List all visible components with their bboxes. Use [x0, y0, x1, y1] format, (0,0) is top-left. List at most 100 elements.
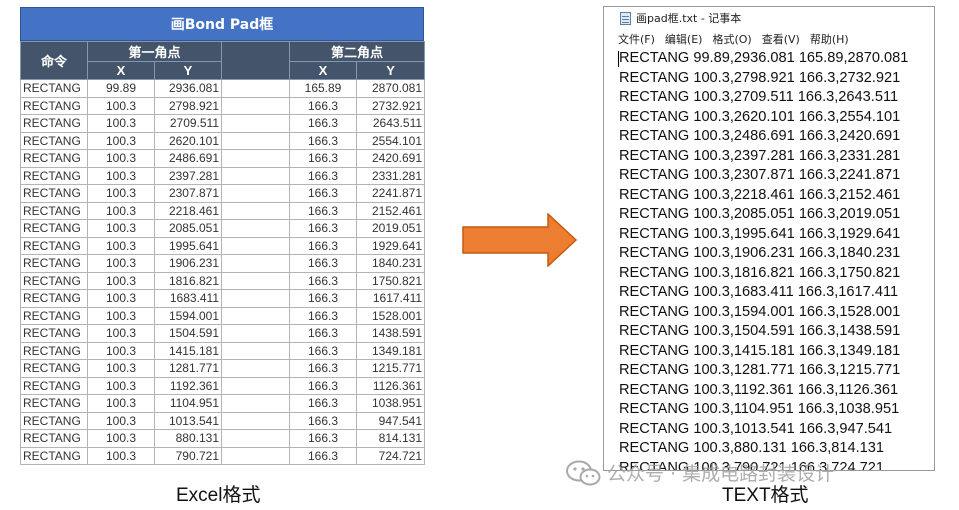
cell-command[interactable]: RECTANG [20, 166, 88, 185]
cell-y1[interactable]: 2397.281 [153, 166, 223, 185]
cell-y2[interactable]: 1438.591 [356, 324, 426, 343]
cell-spacer[interactable] [221, 376, 291, 395]
cell-x1[interactable]: 100.3 [87, 324, 155, 343]
cell-y1[interactable]: 2709.511 [153, 114, 223, 133]
cell-x1[interactable]: 100.3 [87, 114, 155, 133]
cell-y2[interactable]: 1929.641 [356, 236, 426, 255]
cell-command[interactable]: RECTANG [20, 306, 88, 325]
cell-x1[interactable]: 100.3 [87, 411, 155, 430]
cell-x2[interactable]: 166.3 [289, 149, 358, 168]
cell-y2[interactable]: 1528.001 [356, 306, 426, 325]
cell-x1[interactable]: 100.3 [87, 254, 155, 273]
cell-y1[interactable]: 1594.001 [153, 306, 223, 325]
cell-command[interactable]: RECTANG [20, 376, 88, 395]
cell-y1[interactable]: 2307.871 [153, 184, 223, 203]
cell-x2[interactable]: 166.3 [289, 166, 358, 185]
cell-command[interactable]: RECTANG [20, 149, 88, 168]
cell-spacer[interactable] [221, 149, 291, 168]
cell-x2[interactable]: 166.3 [289, 306, 358, 325]
cell-command[interactable]: RECTANG [20, 394, 88, 413]
cell-y2[interactable]: 2870.081 [356, 79, 426, 98]
cell-spacer[interactable] [221, 359, 291, 378]
cell-spacer[interactable] [221, 341, 291, 360]
cell-x1[interactable]: 100.3 [87, 446, 155, 465]
cell-spacer[interactable] [221, 411, 291, 430]
cell-x1[interactable]: 100.3 [87, 359, 155, 378]
cell-y2[interactable]: 2019.051 [356, 219, 426, 238]
cell-x2[interactable]: 166.3 [289, 394, 358, 413]
cell-y2[interactable]: 814.131 [356, 429, 426, 448]
cell-x1[interactable]: 100.3 [87, 306, 155, 325]
cell-y2[interactable]: 947.541 [356, 411, 426, 430]
menu-view[interactable]: 查看(V) [761, 33, 800, 46]
cell-spacer[interactable] [221, 429, 291, 448]
cell-x1[interactable]: 100.3 [87, 131, 155, 150]
cell-command[interactable]: RECTANG [20, 114, 88, 133]
cell-y2[interactable]: 724.721 [356, 446, 426, 465]
cell-y1[interactable]: 2620.101 [153, 131, 223, 150]
cell-spacer[interactable] [221, 324, 291, 343]
cell-command[interactable]: RECTANG [20, 429, 88, 448]
cell-x1[interactable]: 100.3 [87, 289, 155, 308]
cell-y1[interactable]: 880.131 [153, 429, 223, 448]
cell-y2[interactable]: 1038.951 [356, 394, 426, 413]
cell-command[interactable]: RECTANG [20, 341, 88, 360]
cell-x2[interactable]: 166.3 [289, 184, 358, 203]
cell-y2[interactable]: 1349.181 [356, 341, 426, 360]
cell-x2[interactable]: 166.3 [289, 446, 358, 465]
cell-spacer[interactable] [221, 271, 291, 290]
cell-y1[interactable]: 2218.461 [153, 201, 223, 220]
cell-y2[interactable]: 1750.821 [356, 271, 426, 290]
cell-x1[interactable]: 99.89 [87, 79, 155, 98]
cell-y1[interactable]: 1504.591 [153, 324, 223, 343]
cell-x2[interactable]: 166.3 [289, 254, 358, 273]
cell-x1[interactable]: 100.3 [87, 376, 155, 395]
cell-command[interactable]: RECTANG [20, 359, 88, 378]
cell-x2[interactable]: 166.3 [289, 341, 358, 360]
cell-y2[interactable]: 2241.871 [356, 184, 426, 203]
cell-spacer[interactable] [221, 446, 291, 465]
cell-x2[interactable]: 166.3 [289, 429, 358, 448]
cell-y2[interactable]: 1840.231 [356, 254, 426, 273]
cell-y2[interactable]: 1617.411 [356, 289, 426, 308]
cell-command[interactable]: RECTANG [20, 96, 88, 115]
cell-y2[interactable]: 1215.771 [356, 359, 426, 378]
cell-y2[interactable]: 2152.461 [356, 201, 426, 220]
cell-y2[interactable]: 2643.511 [356, 114, 426, 133]
cell-y1[interactable]: 1104.951 [153, 394, 223, 413]
cell-y2[interactable]: 2732.921 [356, 96, 426, 115]
cell-command[interactable]: RECTANG [20, 411, 88, 430]
cell-y1[interactable]: 1683.411 [153, 289, 223, 308]
cell-y1[interactable]: 2936.081 [153, 79, 223, 98]
cell-x2[interactable]: 166.3 [289, 324, 358, 343]
cell-command[interactable]: RECTANG [20, 254, 88, 273]
cell-y2[interactable]: 2331.281 [356, 166, 426, 185]
cell-x2[interactable]: 166.3 [289, 271, 358, 290]
cell-y1[interactable]: 1013.541 [153, 411, 223, 430]
cell-command[interactable]: RECTANG [20, 219, 88, 238]
cell-command[interactable]: RECTANG [20, 271, 88, 290]
cell-x2[interactable]: 166.3 [289, 359, 358, 378]
cell-spacer[interactable] [221, 219, 291, 238]
cell-command[interactable]: RECTANG [20, 446, 88, 465]
cell-command[interactable]: RECTANG [20, 131, 88, 150]
cell-x1[interactable]: 100.3 [87, 394, 155, 413]
cell-x2[interactable]: 166.3 [289, 131, 358, 150]
cell-x2[interactable]: 166.3 [289, 201, 358, 220]
menu-edit[interactable]: 编辑(E) [664, 33, 703, 46]
cell-x2[interactable]: 166.3 [289, 376, 358, 395]
cell-spacer[interactable] [221, 79, 291, 98]
cell-y1[interactable]: 1192.361 [153, 376, 223, 395]
cell-x2[interactable]: 166.3 [289, 236, 358, 255]
cell-x1[interactable]: 100.3 [87, 166, 155, 185]
cell-x2[interactable]: 166.3 [289, 289, 358, 308]
cell-x2[interactable]: 166.3 [289, 219, 358, 238]
cell-x1[interactable]: 100.3 [87, 149, 155, 168]
cell-y1[interactable]: 1995.641 [153, 236, 223, 255]
cell-y2[interactable]: 2420.691 [356, 149, 426, 168]
cell-x2[interactable]: 166.3 [289, 96, 358, 115]
cell-x1[interactable]: 100.3 [87, 271, 155, 290]
cell-y1[interactable]: 2486.691 [153, 149, 223, 168]
cell-spacer[interactable] [221, 131, 291, 150]
cell-x1[interactable]: 100.3 [87, 219, 155, 238]
